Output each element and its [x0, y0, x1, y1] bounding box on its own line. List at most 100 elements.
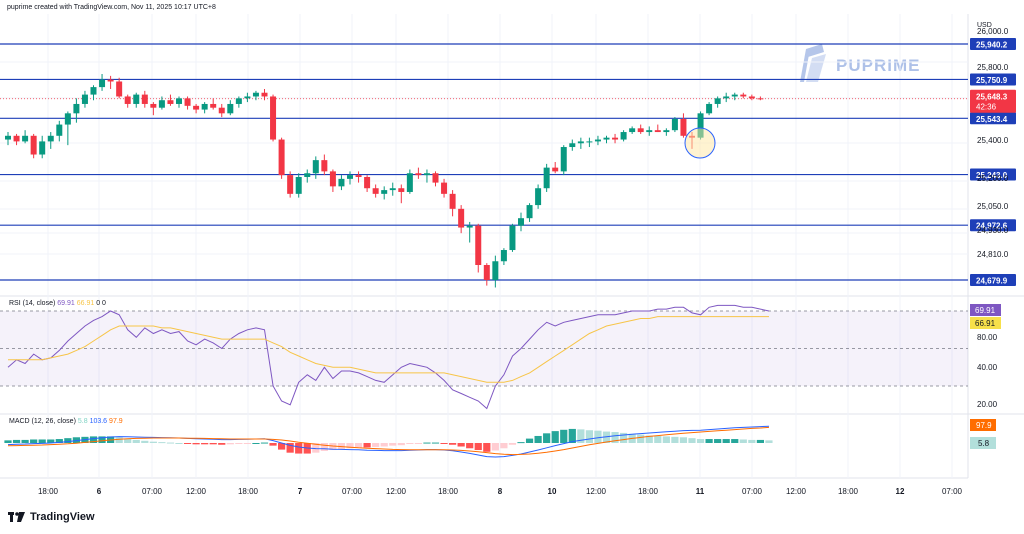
macd-histogram-bar [226, 443, 234, 445]
macd-histogram-bar [124, 438, 132, 443]
level-label: 25,940.2 [976, 41, 1008, 50]
time-tick: 6 [97, 487, 102, 496]
macd-histogram-bar [406, 443, 414, 444]
macd-histogram-bar [389, 443, 397, 446]
time-tick: 12:00 [186, 487, 207, 496]
level-label: 24,679.9 [976, 277, 1008, 286]
macd-histogram-bar [551, 431, 559, 443]
macd-histogram-bar [218, 443, 226, 445]
candle-body [740, 94, 747, 97]
level-tag [970, 168, 1016, 181]
rsi-ma-line [8, 316, 769, 383]
macd-histogram-bar [192, 443, 200, 445]
candle-body [39, 141, 46, 155]
macd-histogram-bar [158, 442, 166, 444]
candle-body [107, 79, 114, 82]
candle-body [723, 96, 730, 99]
macd-histogram-bar [30, 439, 38, 443]
candle-body [244, 96, 251, 99]
time-tick: 18:00 [838, 487, 859, 496]
level-tag [970, 112, 1016, 125]
current-price-tag [970, 89, 1016, 113]
macd-histogram-bar [688, 438, 696, 443]
candle-body [141, 94, 148, 104]
hist-value-tag [970, 437, 996, 449]
time-tick: 8 [498, 487, 503, 496]
macd-histogram-bar [414, 443, 422, 444]
macd-histogram-bar [679, 437, 688, 443]
macd-histogram-bar [47, 439, 55, 443]
candle-body [381, 190, 388, 194]
candle-body [441, 182, 448, 194]
macd-hist-value: 5.8 [77, 418, 88, 425]
candle-body [312, 160, 319, 174]
macd-histogram-bar [457, 443, 465, 447]
candle-body [389, 188, 396, 191]
time-tick: 07:00 [942, 487, 963, 496]
macd-histogram-bar [765, 440, 773, 443]
time-tick: 11 [696, 487, 705, 496]
macd-histogram-bar [141, 440, 149, 443]
countdown-label: 42:36 [976, 103, 997, 112]
level-tag [970, 219, 1016, 232]
macd-histogram-bar [329, 443, 337, 451]
rsi-value: 69.91 [57, 300, 75, 307]
macd-histogram-bar [12, 439, 21, 443]
candle-body [30, 135, 37, 155]
rsi-line [7, 304, 770, 410]
macd-histogram-bar [397, 443, 405, 446]
level-tag [970, 38, 1016, 50]
candle-body [663, 130, 670, 133]
candle-body [637, 128, 644, 133]
candle-body [364, 176, 371, 189]
macd-histogram-bar [21, 439, 29, 443]
macd-histogram-bar [423, 442, 431, 444]
candle-body [22, 135, 29, 142]
price-tick: 25,400.0 [977, 136, 1009, 145]
price-tick: 25,050.0 [977, 202, 1009, 211]
macd-line [7, 425, 770, 458]
candle-body [620, 132, 627, 140]
rsi-value-tag [970, 304, 1001, 316]
time-tick: 12:00 [786, 487, 807, 496]
macd-histogram-bar [534, 435, 542, 443]
candle-body [406, 173, 413, 192]
macd-histogram-bar [654, 435, 662, 443]
level-label: 24,972.6 [976, 222, 1008, 231]
candle-body [218, 107, 225, 114]
candle-body [372, 188, 379, 194]
candle-body [13, 135, 20, 142]
candle-body [133, 94, 140, 104]
candle-body [432, 173, 439, 183]
rsi-ma-tag-label: 66.91 [975, 319, 996, 328]
macd-histogram-bar [4, 440, 12, 443]
hist-value-tag-label: 5.8 [978, 439, 990, 448]
price-tick: 24,930.0 [977, 226, 1009, 235]
candle-body [73, 103, 80, 114]
candle-body [295, 176, 302, 194]
time-tick: 12 [896, 487, 905, 496]
candle-body [355, 175, 362, 177]
macd-histogram-bar [645, 435, 653, 443]
candle-body [278, 139, 285, 176]
brand-name: TradingView [30, 511, 95, 523]
macd-histogram-bar [64, 438, 72, 443]
tradingview-brand[interactable]: TradingView [8, 511, 95, 523]
signal-value-tag [970, 419, 996, 431]
candle-body [47, 135, 54, 142]
macd-histogram-bar [166, 442, 175, 444]
candle-body [680, 118, 687, 136]
macd-histogram-bar [508, 443, 517, 445]
macd-histogram-bar [722, 439, 730, 443]
price-tick: 25,800.0 [977, 63, 1009, 72]
macd-histogram-bar [183, 443, 192, 444]
macd-histogram-bar [440, 443, 448, 444]
candle-body [552, 167, 559, 172]
macd-histogram-bar [89, 436, 98, 443]
candle-body [671, 118, 678, 131]
candle-body [535, 188, 542, 206]
time-tick: 07:00 [342, 487, 363, 496]
price-tick: 26,000.0 [977, 27, 1009, 36]
candle-body [629, 128, 636, 133]
